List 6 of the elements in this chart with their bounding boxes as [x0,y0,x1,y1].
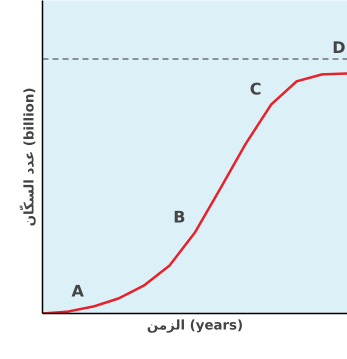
x-axis-title: الزمن (years) [146,318,244,334]
annotation: A [72,282,85,301]
annotation: B [173,207,186,226]
annotation: C [250,79,262,98]
ref-line-label: D [332,38,346,58]
y-axis-title: عدد السكّان (billion) [19,88,38,226]
